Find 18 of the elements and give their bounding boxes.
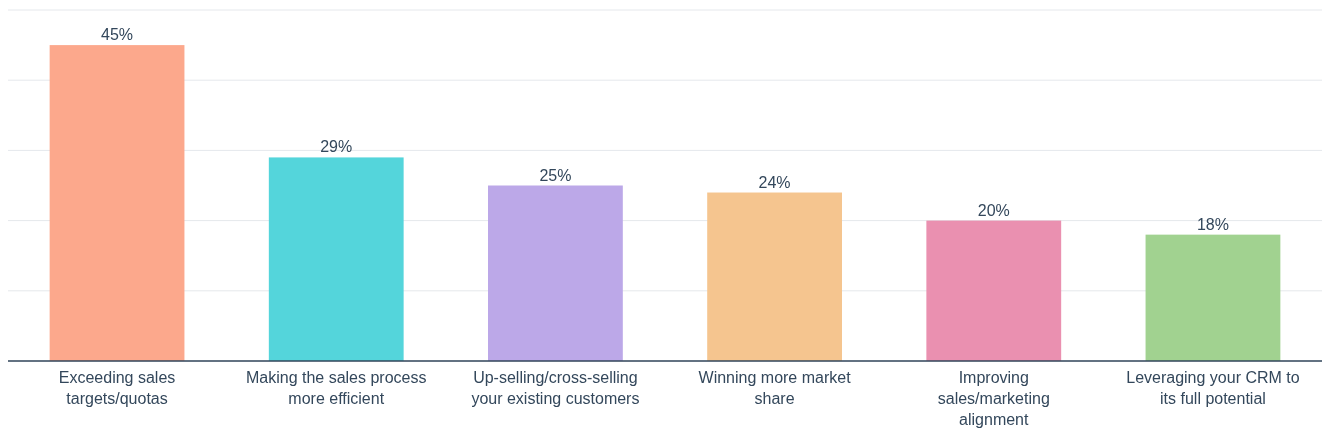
bar	[707, 192, 842, 361]
bar	[49, 45, 185, 361]
data-label: 24%	[758, 173, 791, 191]
data-label: 18%	[1196, 215, 1229, 233]
bar	[926, 220, 1062, 361]
data-label: 29%	[320, 138, 353, 156]
data-label: 25%	[539, 166, 572, 184]
bar	[488, 185, 623, 361]
x-tick-label: Winning more market share	[698, 369, 852, 407]
bar	[1145, 234, 1281, 361]
x-tick-label: Leveraging your CRM to its full potential	[1126, 369, 1300, 407]
data-label: 20%	[977, 201, 1010, 219]
x-tick-label: Up-selling/cross-selling your existing customers	[471, 369, 640, 407]
bar	[268, 157, 404, 361]
x-tick-label: Making the sales process more efficient	[245, 369, 427, 407]
x-tick-label: Improving sales/marketing alignment	[937, 369, 1050, 428]
data-label: 45%	[101, 26, 134, 44]
x-tick-label: Exceeding sales targets/quotas	[58, 369, 176, 407]
